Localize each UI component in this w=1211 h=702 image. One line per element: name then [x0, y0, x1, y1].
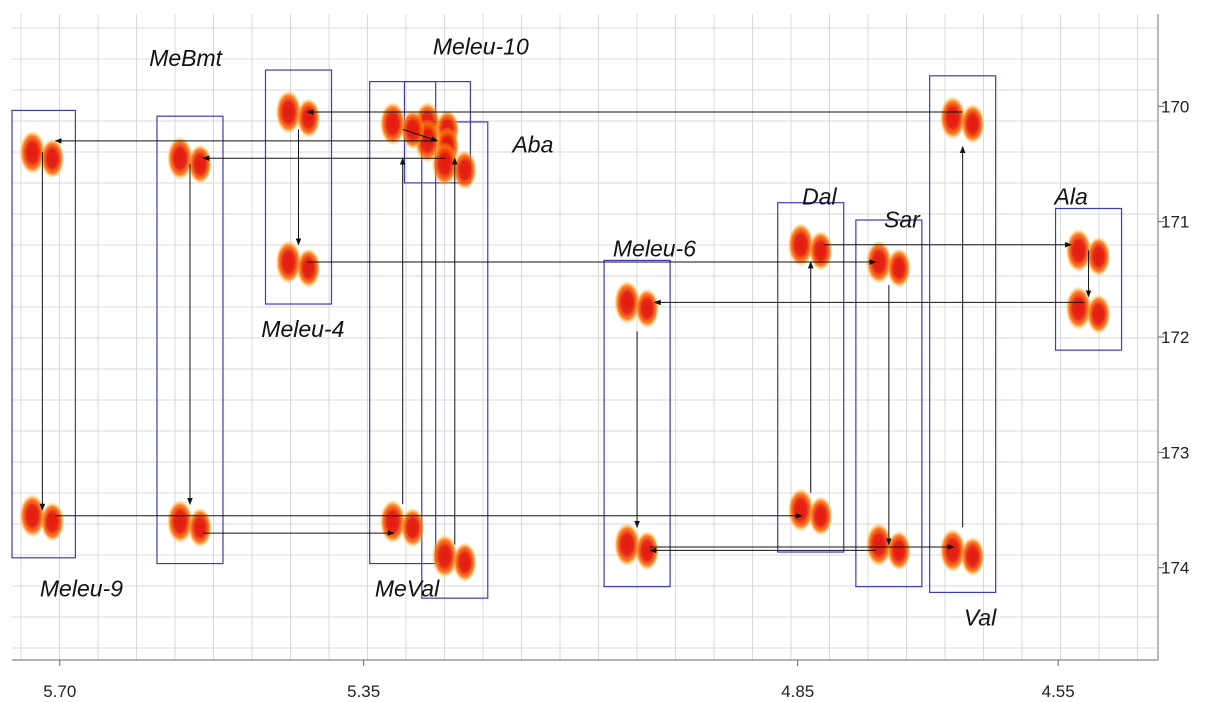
peak-lobe — [40, 501, 65, 542]
peak-lobe — [19, 130, 46, 175]
peaks — [19, 90, 1111, 583]
peak — [379, 499, 425, 548]
residue-label: MeVal — [375, 576, 440, 602]
residue-label: Val — [964, 604, 997, 630]
residue-label: Meleu-6 — [613, 235, 696, 261]
peak — [166, 499, 212, 548]
peak-lobe — [379, 101, 406, 146]
residue-label: Aba — [510, 131, 553, 157]
peak-lobe — [187, 144, 212, 185]
y-tick-label: 171 — [1161, 213, 1189, 232]
peak — [19, 493, 65, 542]
peak-lobe — [296, 98, 321, 139]
peak-lobe — [865, 240, 892, 285]
x-tick-label: 5.70 — [43, 682, 76, 701]
peak-lobe — [1086, 236, 1111, 277]
peak — [275, 240, 321, 289]
peak-lobe — [452, 542, 477, 583]
peak-lobe — [960, 103, 985, 144]
residue-box — [369, 80, 437, 565]
peak-lobe — [1065, 286, 1092, 331]
peak-lobe — [379, 499, 406, 544]
peak-lobe — [431, 534, 458, 579]
peak-lobe — [787, 488, 814, 533]
residue-box — [777, 202, 845, 553]
peak-lobe — [166, 499, 193, 544]
peak-lobe — [808, 496, 833, 537]
residue-boxes — [11, 69, 1123, 599]
residue-box — [1054, 207, 1123, 351]
peak — [1065, 228, 1111, 277]
peak-lobe — [19, 493, 46, 538]
x-tick-label: 5.35 — [347, 682, 380, 701]
peak — [275, 90, 321, 139]
residue-label: Meleu-4 — [261, 316, 344, 342]
peak — [19, 130, 65, 179]
residue-labels: MeBmt Meleu-10 Aba Dal Sar Ala Meleu-6 Meleu-4 M… — [40, 33, 1088, 630]
peak-lobe — [614, 280, 641, 325]
residue-box — [603, 259, 671, 588]
residue-label: Meleu-9 — [40, 576, 123, 602]
peak — [939, 95, 985, 144]
peak-lobe — [400, 507, 425, 548]
peak — [1065, 286, 1111, 335]
residue-label: Ala — [1053, 183, 1088, 209]
peak-lobe — [166, 136, 193, 181]
peak-lobe — [635, 288, 660, 329]
peak — [431, 534, 477, 583]
residue-box — [156, 115, 224, 565]
residue-label: Meleu-10 — [433, 33, 529, 59]
connection-arrow — [402, 128, 439, 142]
peak — [614, 522, 660, 571]
peak-lobe — [431, 141, 458, 186]
residue-label: Sar — [884, 206, 921, 232]
peak-lobe — [275, 90, 302, 135]
y-tick-label: 174 — [1161, 559, 1189, 578]
residue-box — [264, 69, 333, 305]
peak — [614, 280, 660, 329]
peak — [379, 101, 425, 150]
tick-labels: 5.70 5.35 4.85 4.55 170 171 172 173 174 — [43, 97, 1189, 701]
peak — [166, 136, 212, 185]
peak-lobe — [939, 528, 966, 573]
peak-lobe — [787, 222, 814, 267]
y-tick-label: 170 — [1161, 97, 1189, 116]
residue-label: MeBmt — [149, 45, 223, 71]
peak-lobe — [865, 522, 892, 567]
peak-lobe — [886, 248, 911, 289]
peak-lobe — [939, 95, 966, 140]
peak-lobe — [635, 530, 660, 571]
peak-lobe — [886, 530, 911, 571]
peak-lobe — [40, 138, 65, 179]
peak-lobe — [1086, 294, 1111, 335]
residue-box — [11, 109, 76, 559]
residue-label: Dal — [802, 183, 837, 209]
y-tick-label: 173 — [1161, 443, 1189, 462]
peak-lobe — [296, 248, 321, 289]
x-tick-label: 4.55 — [1042, 682, 1075, 701]
peak-lobe — [614, 522, 641, 567]
residue-box — [855, 219, 923, 588]
peak — [865, 240, 911, 289]
peak — [431, 141, 477, 190]
peak-lobe — [187, 507, 212, 548]
peak — [787, 222, 833, 271]
peak-lobe — [275, 240, 302, 285]
peak — [939, 528, 985, 577]
residue-box — [929, 75, 997, 594]
peak-lobe — [960, 536, 985, 577]
peak-lobe — [1065, 228, 1092, 273]
peak-lobe — [452, 149, 477, 190]
y-tick-label: 172 — [1161, 328, 1189, 347]
peak-lobe — [400, 109, 425, 150]
peak — [865, 522, 911, 571]
x-tick-label: 4.85 — [781, 682, 814, 701]
peak — [787, 488, 833, 537]
peak-lobe — [808, 230, 833, 271]
connection-arrows — [39, 109, 1092, 554]
